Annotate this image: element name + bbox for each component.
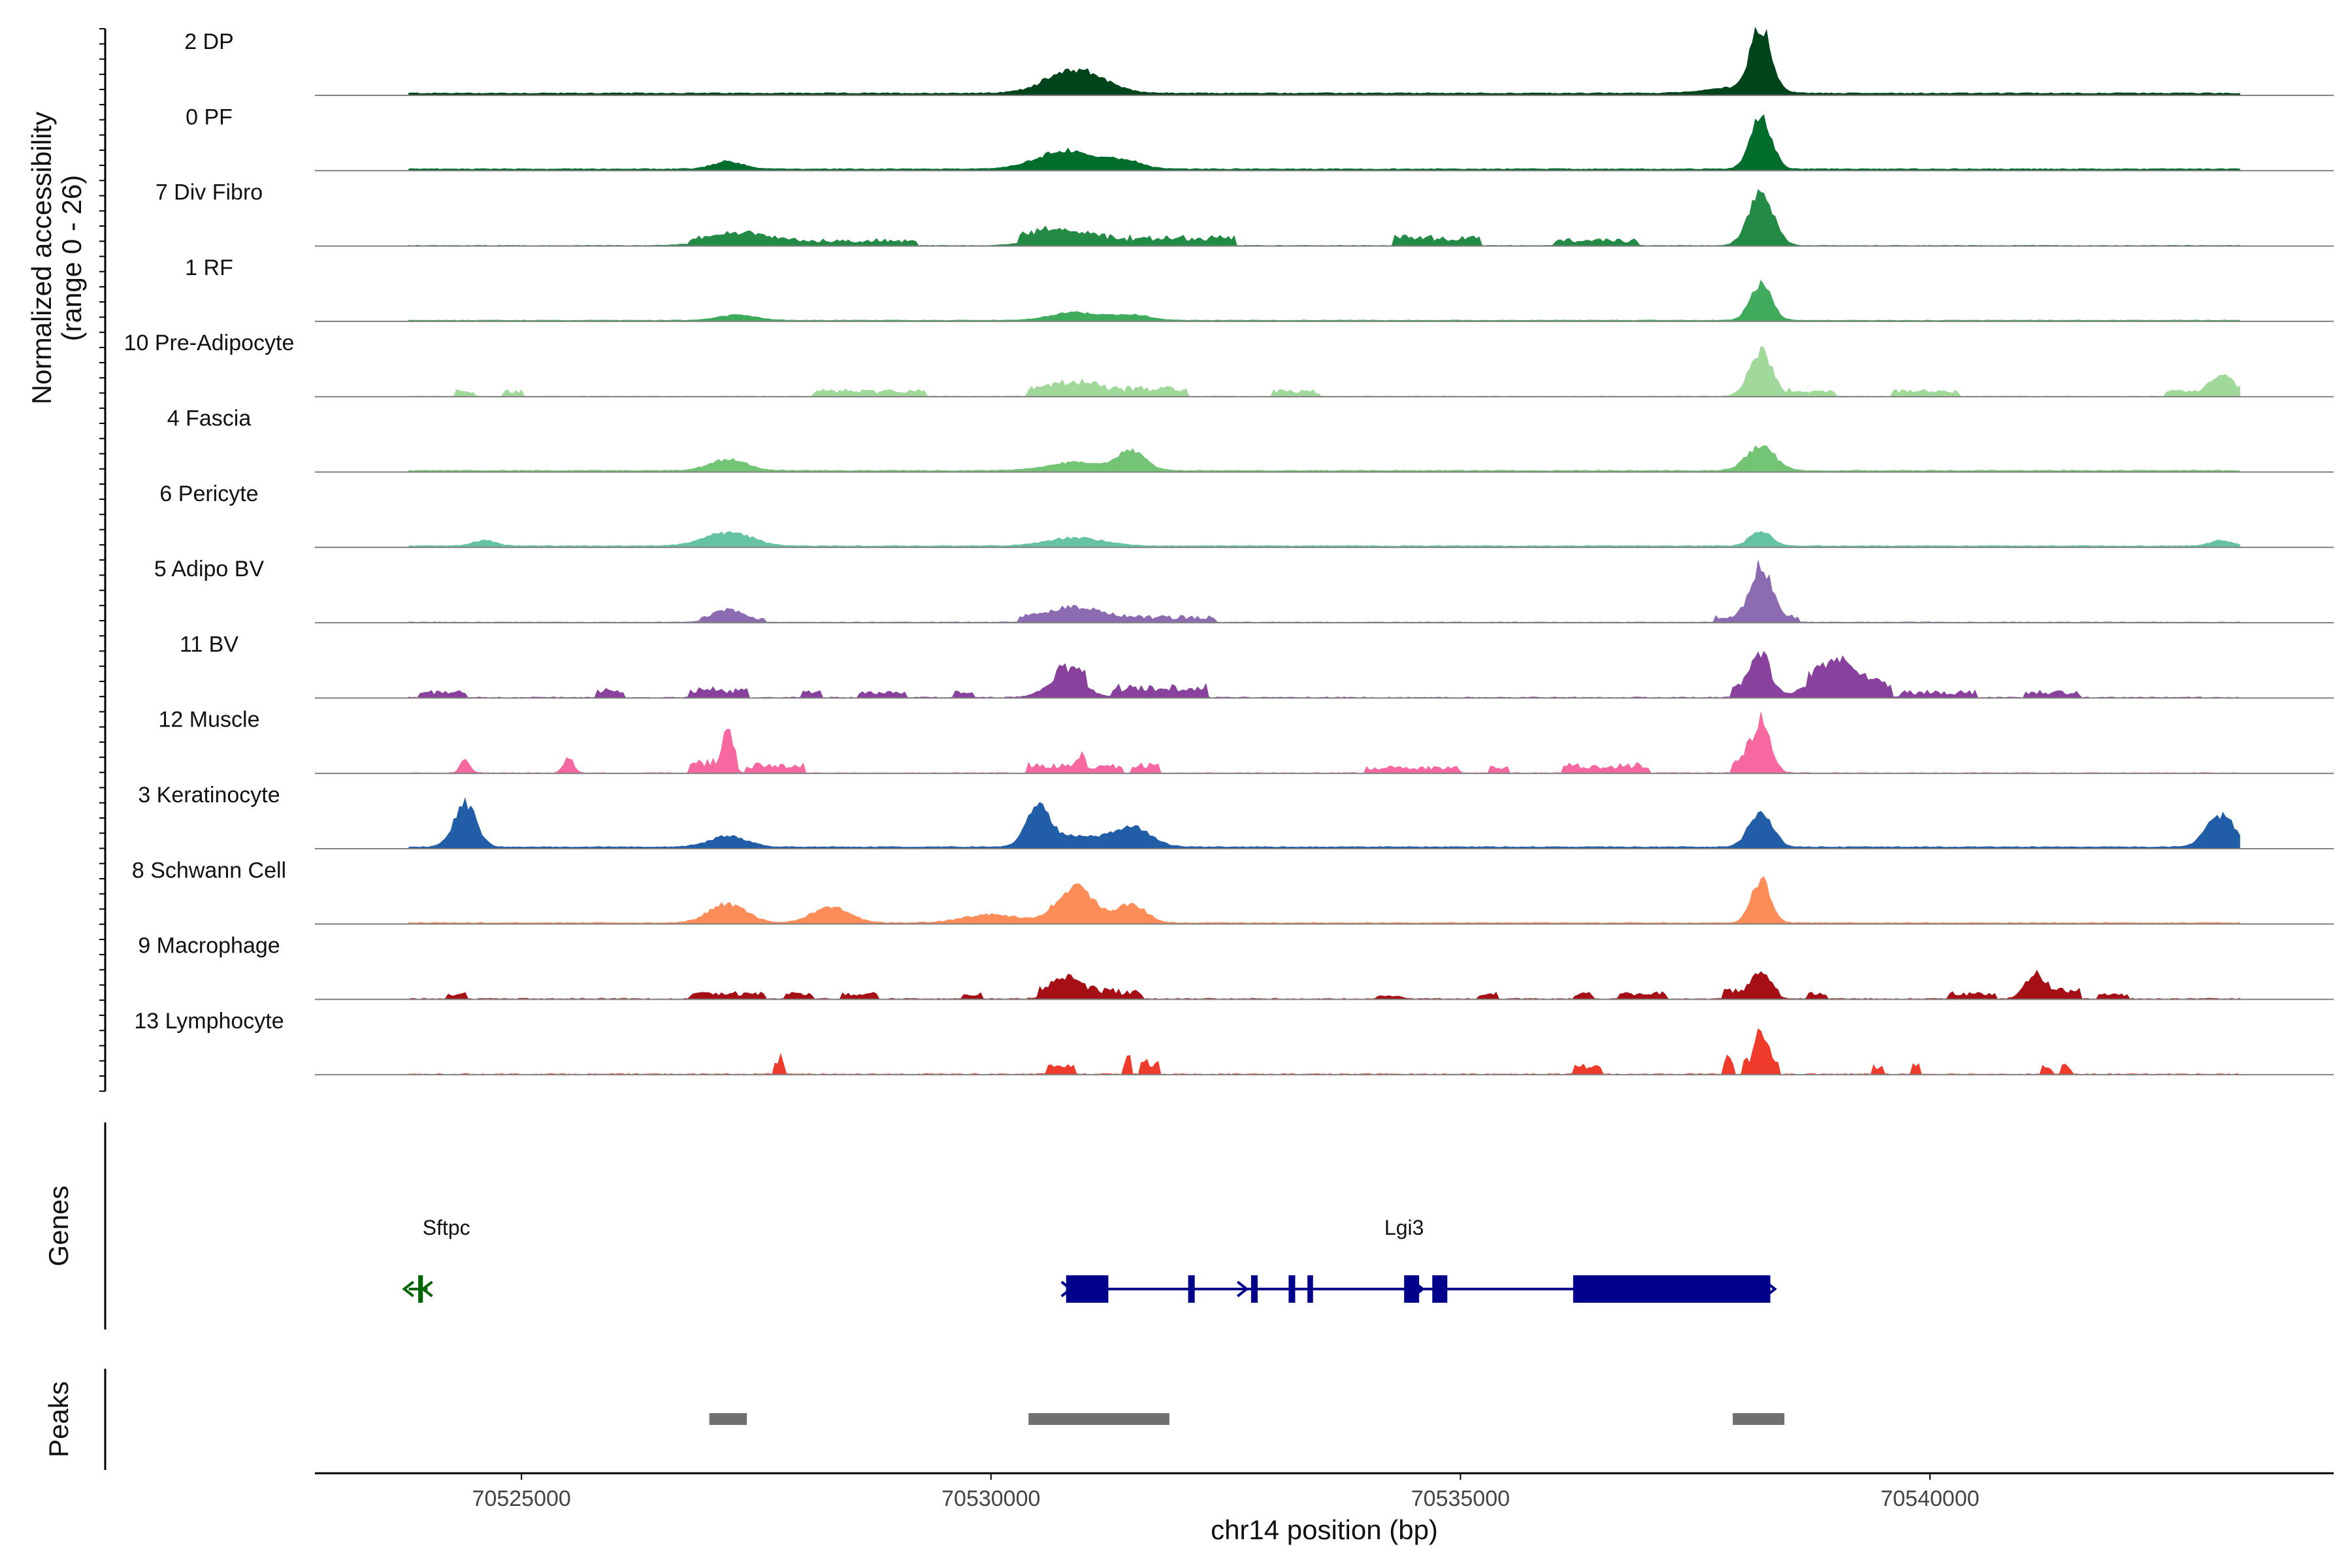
track-5-adipo-bv: 5 Adipo BV: [154, 557, 2334, 624]
gene-exon: [1250, 1275, 1258, 1303]
gene-exon: [1188, 1275, 1195, 1303]
gene-exon: [1404, 1275, 1420, 1303]
strand-chevron-icon: [1237, 1281, 1249, 1298]
strand-chevron-icon: [1588, 1281, 1601, 1298]
track-9-macrophage: 9 Macrophage: [138, 934, 2334, 1000]
track-label: 6 Pericyte: [159, 482, 258, 506]
strand-chevron-icon: [402, 1281, 414, 1298]
strand-chevron-icon: [421, 1281, 433, 1298]
track-6-pericyte: 6 Pericyte: [159, 482, 2334, 548]
peaks-panel-title: Peaks: [43, 1381, 74, 1458]
track-0-pf: 0 PF: [186, 105, 2334, 172]
track-label: 10 Pre-Adipocyte: [124, 331, 295, 355]
gene-exon: [1573, 1275, 1771, 1303]
track-label: 1 RF: [185, 255, 233, 280]
y-axis-title-line1: Normalized accessibility: [26, 112, 57, 404]
track-signal-area: [408, 651, 2240, 698]
track-signal-area: [408, 876, 2240, 924]
track-label: 12 Muscle: [159, 708, 260, 732]
track-label: 0 PF: [186, 105, 233, 129]
track-label: 11 BV: [180, 632, 238, 657]
gene-exon: [1288, 1275, 1296, 1303]
gene-label: Sftpc: [423, 1216, 470, 1239]
track-label: 5 Adipo BV: [154, 557, 265, 581]
gene-exon: [1307, 1275, 1313, 1303]
strand-chevron-icon: [1413, 1281, 1425, 1298]
x-tick-label: 70525000: [472, 1486, 571, 1511]
track-signal-area: [408, 531, 2240, 548]
track-10-pre-adipocyte: 10 Pre-Adipocyte: [124, 331, 2334, 398]
track-1-rf: 1 RF: [185, 255, 2334, 322]
track-8-schwann-cell: 8 Schwann Cell: [132, 858, 2334, 925]
strand-chevron-icon: [1765, 1281, 1777, 1298]
genes-panel-title: Genes: [43, 1186, 74, 1267]
peak-region: [1733, 1413, 1785, 1425]
track-signal-area: [408, 970, 2240, 1000]
track-label: 3 Keratinocyte: [138, 783, 280, 808]
track-label: 8 Schwann Cell: [132, 858, 286, 883]
track-signal-area: [408, 797, 2240, 849]
gene-lgi3: Lgi3: [1060, 1216, 1777, 1303]
track-signal-area: [408, 26, 2240, 96]
gene-exon: [418, 1275, 423, 1303]
track-label: 13 Lymphocyte: [134, 1009, 284, 1034]
track-label: 2 DP: [184, 29, 234, 54]
track-label: 7 Div Fibro: [155, 180, 263, 205]
strand-chevron-icon: [1060, 1281, 1073, 1298]
track-signal-area: [408, 711, 2240, 774]
gene-label: Lgi3: [1384, 1216, 1424, 1239]
track-signal-area: [408, 279, 2240, 322]
track-signal-area: [408, 114, 2240, 171]
track-signal-area: [408, 1028, 2240, 1075]
gene-sftpc: Sftpc: [402, 1216, 470, 1303]
peak-region: [709, 1413, 747, 1425]
gene-exon: [1432, 1275, 1448, 1303]
x-tick-label: 70530000: [941, 1486, 1040, 1511]
gene-exon: [1066, 1275, 1109, 1303]
track-label: 4 Fascia: [167, 406, 252, 431]
track-signal-area: [408, 445, 2240, 472]
track-signal-area: [408, 346, 2240, 397]
x-tick-label: 70535000: [1411, 1486, 1510, 1511]
track-label: 9 Macrophage: [138, 934, 280, 958]
track-12-muscle: 12 Muscle: [159, 708, 2334, 774]
track-signal-area: [408, 560, 2240, 623]
track-3-keratinocyte: 3 Keratinocyte: [138, 783, 2334, 849]
track-7-div-fibro: 7 Div Fibro: [155, 180, 2334, 247]
peak-region: [1028, 1413, 1169, 1425]
x-axis-title: chr14 position (bp): [1211, 1514, 1438, 1545]
y-axis-title-line2: (range 0 - 26): [56, 175, 87, 341]
track-2-dp: 2 DP: [184, 26, 2334, 96]
x-tick-label: 70540000: [1880, 1486, 1979, 1511]
track-signal-area: [408, 189, 2240, 247]
track-4-fascia: 4 Fascia: [167, 406, 2334, 473]
track-11-bv: 11 BV: [180, 632, 2334, 699]
track-13-lymphocyte: 13 Lymphocyte: [134, 1009, 2334, 1075]
